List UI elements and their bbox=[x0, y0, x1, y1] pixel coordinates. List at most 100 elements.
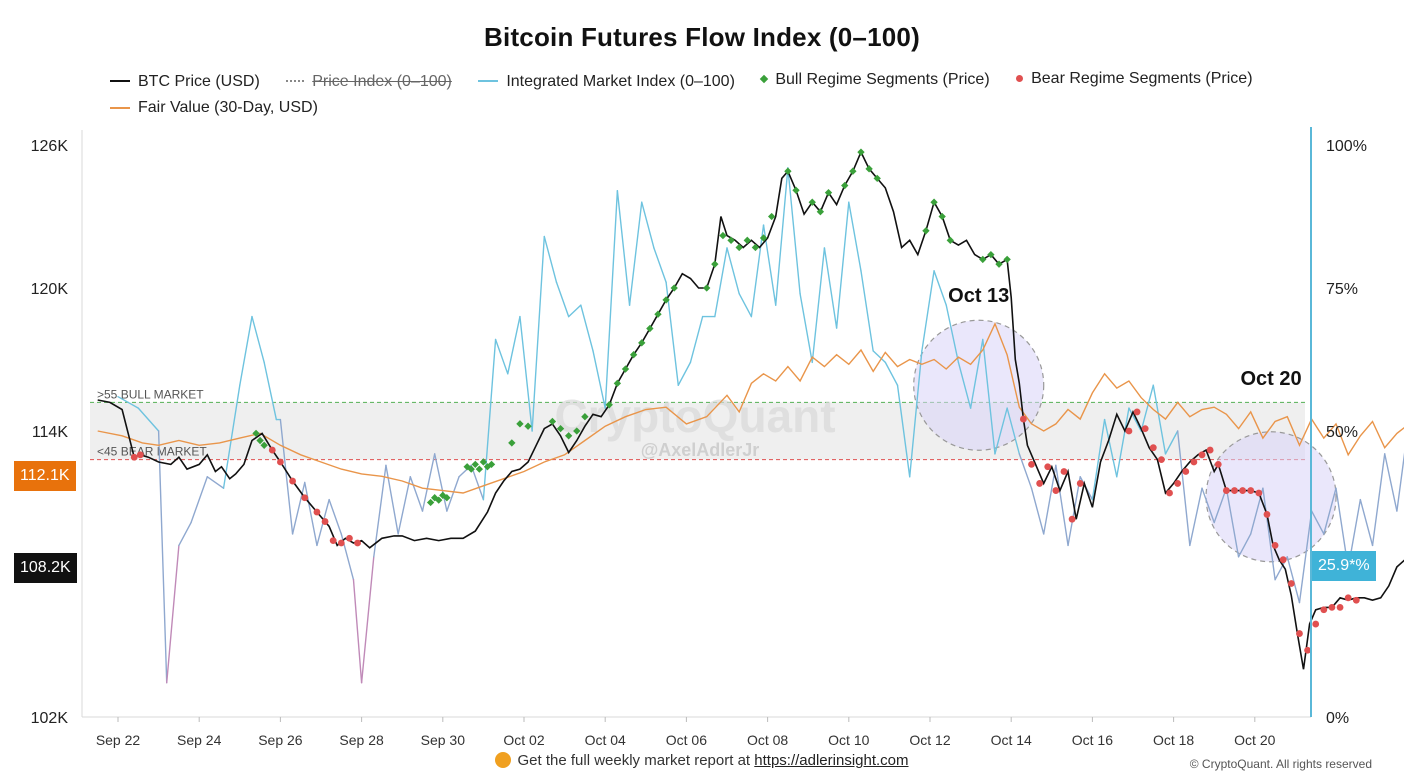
integrated-index-segment bbox=[385, 464, 399, 535]
integrated-index-segment bbox=[1286, 556, 1301, 604]
chart-title: Bitcoin Futures Flow Index (0–100) bbox=[484, 22, 920, 52]
y-left-tick-label: 126K bbox=[31, 138, 69, 155]
integrated-index-segment bbox=[1323, 487, 1337, 535]
integrated-index-segment bbox=[775, 167, 789, 306]
bear-regime-marker bbox=[1019, 415, 1027, 423]
bear-regime-marker bbox=[346, 534, 353, 542]
integrated-index-segment bbox=[555, 281, 570, 318]
integrated-index-segment bbox=[1396, 452, 1404, 512]
bear-regime-marker bbox=[354, 539, 361, 547]
bear-regime-marker bbox=[1133, 408, 1141, 416]
bull-regime-marker bbox=[735, 243, 743, 252]
x-tick-label: Oct 16 bbox=[1072, 732, 1113, 748]
integrated-index-segment bbox=[433, 453, 448, 512]
integrated-index-segment bbox=[360, 556, 375, 684]
bear-regime-marker bbox=[329, 537, 337, 545]
integrated-index-segment bbox=[641, 201, 655, 249]
bear-regime-marker bbox=[1206, 446, 1214, 454]
footer-report: Get the full weekly market report at htt… bbox=[0, 752, 1404, 769]
integrated-index-segment bbox=[1006, 407, 1021, 455]
integrated-index-segment bbox=[222, 384, 241, 489]
integrated-index-segment bbox=[738, 293, 753, 318]
bull-regime-marker bbox=[471, 460, 479, 469]
y-left-tick-label: 114K bbox=[32, 424, 69, 441]
bear-regime-marker bbox=[130, 453, 138, 461]
bull-regime-marker bbox=[487, 460, 496, 469]
bear-regime-marker bbox=[1287, 580, 1295, 587]
integrated-index-segment bbox=[1176, 430, 1191, 547]
y-right-tick-label: 75% bbox=[1326, 281, 1358, 298]
x-tick-label: Sep 30 bbox=[421, 732, 466, 748]
integrated-index-segment bbox=[1103, 418, 1118, 478]
legend-swatch bbox=[286, 80, 305, 82]
bull-regime-marker bbox=[857, 148, 865, 156]
x-tick-label: Oct 20 bbox=[1234, 732, 1275, 748]
legend-item-fair-value[interactable]: Fair Value (30-Day, USD) bbox=[110, 96, 318, 119]
bull-regime-marker bbox=[260, 441, 268, 449]
bear-regime-marker bbox=[1263, 511, 1271, 518]
bull-regime-marker bbox=[646, 324, 654, 333]
integrated-index-segment bbox=[373, 464, 387, 558]
integrated-index-segment bbox=[750, 224, 765, 318]
legend-label: Bear Regime Segments (Price) bbox=[1031, 70, 1253, 87]
bull-regime-marker bbox=[792, 186, 800, 194]
legend-swatch bbox=[110, 80, 130, 82]
legend-label: Integrated Market Index (0–100) bbox=[506, 72, 735, 90]
legend-item-bear-regime[interactable]: Bear Regime Segments (Price) bbox=[1016, 67, 1253, 90]
report-link[interactable]: https://adlerinsight.com bbox=[754, 752, 909, 769]
x-tick-label: Oct 04 bbox=[585, 732, 626, 748]
bull-regime-marker bbox=[638, 339, 646, 347]
bear-regime-marker bbox=[268, 446, 276, 454]
bear-regime-marker bbox=[1352, 596, 1360, 604]
bull-regime-marker bbox=[922, 227, 930, 235]
integrated-index-segment bbox=[1128, 407, 1142, 432]
integrated-index-segment bbox=[446, 476, 460, 512]
integrated-index-segment bbox=[1237, 533, 1252, 558]
integrated-index-segment bbox=[279, 418, 294, 535]
integrated-index-segment bbox=[206, 476, 225, 489]
x-tick-label: Oct 14 bbox=[991, 732, 1032, 748]
integrated-index-segment bbox=[239, 315, 253, 386]
bull-regime-marker bbox=[508, 439, 516, 447]
integrated-index-segment bbox=[969, 338, 984, 409]
bear-regime-marker bbox=[1149, 444, 1157, 452]
integrated-index-segment bbox=[291, 481, 306, 535]
bull-regime-marker bbox=[654, 310, 662, 318]
bull-regime-marker bbox=[767, 212, 776, 221]
integrated-index-segment bbox=[1042, 464, 1057, 535]
x-tick-label: Oct 02 bbox=[503, 732, 544, 748]
integrated-index-segment bbox=[421, 453, 436, 512]
watermark-handle: @AxelAdlerJr bbox=[641, 440, 760, 460]
integrated-index-segment bbox=[811, 247, 826, 364]
bear-regime-marker bbox=[337, 539, 345, 547]
integrated-index-segment bbox=[397, 476, 412, 535]
legend-swatch bbox=[1016, 75, 1024, 82]
integrated-index-segment bbox=[628, 201, 643, 306]
bull-regime-marker bbox=[426, 498, 435, 507]
annotation-oct20: Oct 20 bbox=[1240, 368, 1301, 390]
integrated-index-segment bbox=[592, 350, 606, 409]
integrated-index-segment bbox=[1359, 498, 1374, 547]
legend-label: Bull Regime Segments (Price) bbox=[775, 70, 990, 88]
bear-regime-marker bbox=[1141, 425, 1149, 433]
bull-regime-marker bbox=[435, 496, 443, 504]
x-tick-label: Sep 28 bbox=[339, 732, 384, 748]
bull-regime-marker bbox=[703, 284, 711, 292]
bull-regime-marker bbox=[467, 465, 475, 473]
legend-item-bull-regime[interactable]: Bull Regime Segments (Price) bbox=[760, 68, 990, 91]
integrated-index-segment bbox=[921, 270, 935, 352]
legend-item-price-index[interactable]: Price Index (0–100) bbox=[286, 70, 452, 93]
integrated-index-segment bbox=[519, 315, 533, 432]
legend-item-integrated-index[interactable]: Integrated Market Index (0–100) bbox=[478, 70, 735, 93]
integrated-index-segment bbox=[714, 247, 728, 318]
legend-item-btc-price[interactable]: BTC Price (USD) bbox=[110, 70, 260, 93]
bull-regime-marker bbox=[711, 260, 719, 268]
bear-regime-marker bbox=[1214, 460, 1222, 468]
integrated-index-segment bbox=[157, 430, 168, 684]
x-tick-label: Oct 10 bbox=[828, 732, 869, 748]
integrated-index-segment bbox=[1164, 430, 1179, 455]
y-right-tick-label: 50% bbox=[1326, 424, 1358, 441]
bull-band-label: >55 BULL MARKET bbox=[97, 387, 204, 401]
integrated-index-segment bbox=[409, 476, 424, 512]
integrated-index-segment bbox=[531, 235, 545, 432]
